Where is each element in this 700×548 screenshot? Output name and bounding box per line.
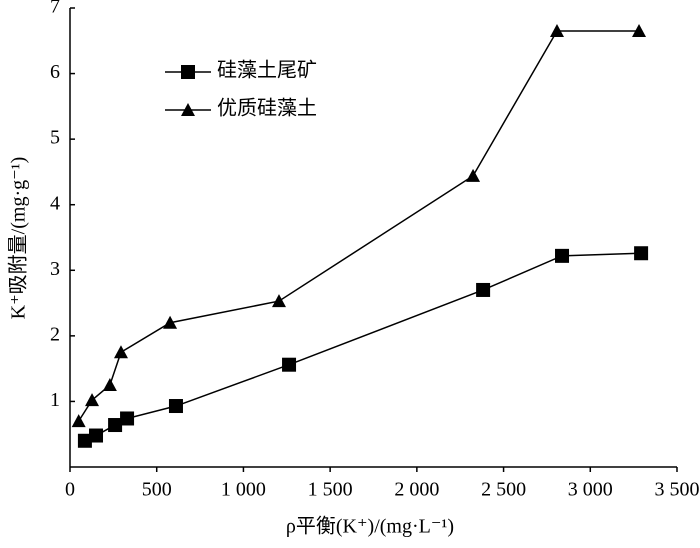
data-point	[271, 294, 286, 308]
data-point	[102, 378, 117, 392]
x-tick-label: 1 000	[221, 479, 266, 501]
x-tick-label: 3 500	[655, 479, 700, 501]
x-axis-label: ρ平衡(K⁺)/(mg·L⁻¹)	[286, 515, 454, 538]
y-tick-label: 3	[50, 258, 60, 280]
legend-marker	[181, 65, 195, 79]
data-point	[282, 357, 297, 372]
y-tick-label: 5	[50, 127, 60, 149]
data-point	[108, 418, 123, 433]
y-tick-label: 4	[50, 192, 60, 214]
x-tick-label: 2 000	[394, 479, 439, 501]
data-point	[77, 433, 92, 448]
data-point	[476, 282, 491, 297]
x-tick-label: 2 500	[481, 479, 526, 501]
y-tick-label: 7	[50, 0, 60, 18]
x-tick-label: 0	[65, 479, 75, 501]
data-point	[168, 399, 183, 414]
legend-label: 优质硅藻土	[217, 97, 317, 120]
legend-marker	[181, 103, 195, 116]
y-axis-label: K⁺吸附量/(mg·g⁻¹)	[7, 157, 30, 320]
x-tick-label: 1 500	[308, 479, 353, 501]
data-point	[163, 315, 178, 329]
data-point	[555, 248, 570, 263]
data-point	[634, 246, 649, 261]
legend-label: 硅藻土尾矿	[217, 59, 317, 82]
series-line	[84, 252, 642, 442]
data-point	[466, 168, 481, 182]
series-line	[78, 30, 640, 422]
y-tick-label: 6	[50, 61, 60, 83]
data-point	[113, 345, 128, 359]
data-point	[85, 393, 100, 407]
data-point	[71, 414, 86, 428]
x-tick-label: 500	[142, 479, 172, 501]
x-tick-label: 3 000	[568, 479, 613, 501]
data-point	[120, 411, 135, 426]
data-point	[632, 23, 647, 37]
data-point	[89, 428, 104, 443]
y-tick-label: 1	[50, 389, 60, 411]
data-point	[549, 23, 564, 37]
y-tick-label: 2	[50, 323, 60, 345]
